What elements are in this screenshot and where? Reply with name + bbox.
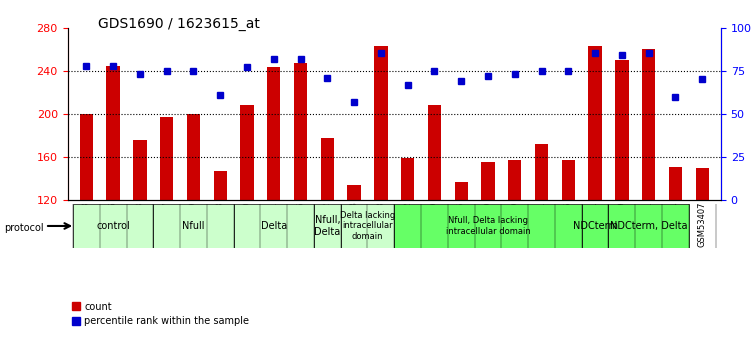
FancyBboxPatch shape: [234, 204, 314, 248]
Bar: [321, 138, 334, 200]
FancyBboxPatch shape: [314, 204, 341, 248]
Bar: [508, 160, 521, 200]
FancyBboxPatch shape: [582, 204, 608, 248]
Bar: [454, 182, 468, 200]
Bar: [240, 105, 254, 200]
Text: Delta: Delta: [261, 221, 287, 231]
Text: Nfull: Nfull: [182, 221, 205, 231]
Bar: [213, 171, 227, 200]
FancyBboxPatch shape: [394, 204, 582, 248]
Bar: [642, 49, 656, 200]
Bar: [589, 46, 602, 200]
Bar: [428, 105, 441, 200]
Text: NDCterm: NDCterm: [572, 221, 617, 231]
Bar: [695, 168, 709, 200]
Text: control: control: [96, 221, 130, 231]
Bar: [535, 144, 548, 200]
FancyBboxPatch shape: [73, 204, 153, 248]
Text: Nfull, Delta lacking
intracellular domain: Nfull, Delta lacking intracellular domai…: [445, 216, 530, 236]
Bar: [133, 140, 146, 200]
Bar: [374, 46, 388, 200]
Bar: [481, 162, 495, 200]
Bar: [615, 60, 629, 200]
FancyBboxPatch shape: [341, 204, 394, 248]
Legend: count, percentile rank within the sample: count, percentile rank within the sample: [72, 302, 249, 326]
Bar: [107, 66, 120, 200]
Text: protocol: protocol: [4, 223, 44, 233]
Text: Nfull,
Delta: Nfull, Delta: [314, 215, 340, 237]
FancyBboxPatch shape: [608, 204, 689, 248]
FancyBboxPatch shape: [153, 204, 234, 248]
Bar: [187, 114, 200, 200]
Text: Delta lacking
intracellular
domain: Delta lacking intracellular domain: [340, 211, 395, 241]
Bar: [80, 114, 93, 200]
Text: GDS1690 / 1623615_at: GDS1690 / 1623615_at: [98, 17, 260, 31]
Bar: [348, 185, 360, 200]
Text: NDCterm, Delta: NDCterm, Delta: [610, 221, 687, 231]
Bar: [267, 68, 280, 200]
Bar: [562, 160, 575, 200]
Bar: [160, 117, 173, 200]
Bar: [668, 167, 682, 200]
Bar: [401, 158, 415, 200]
Bar: [294, 63, 307, 200]
